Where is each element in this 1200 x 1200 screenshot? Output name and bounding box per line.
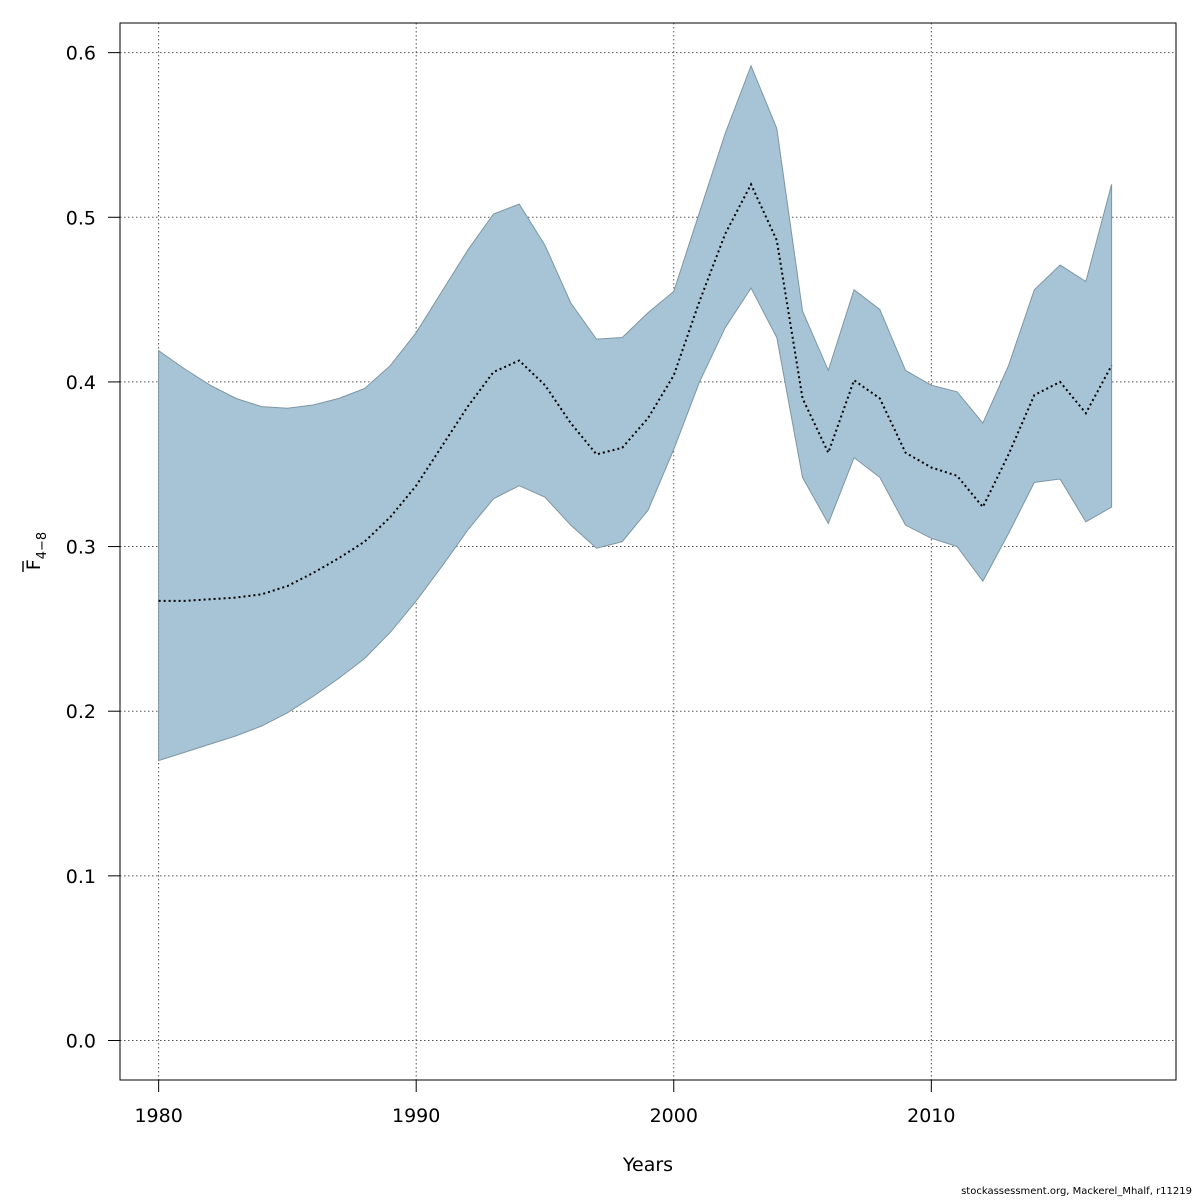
y-axis-title-text: F4−8 bbox=[23, 532, 50, 570]
y-axis-title-main: F bbox=[23, 559, 45, 570]
confidence-band bbox=[158, 64, 1113, 762]
x-tick-label-1980: 1980 bbox=[134, 1105, 182, 1127]
y-tick-label-1: 0.1 bbox=[66, 866, 96, 888]
y-tick-label-0: 0.0 bbox=[66, 1030, 96, 1052]
x-axis: 1980 1990 2000 2010 bbox=[134, 1079, 955, 1127]
y-tick-label-4: 0.4 bbox=[66, 372, 96, 394]
y-tick-label-6: 0.6 bbox=[66, 43, 96, 65]
x-tick-label-2000: 2000 bbox=[650, 1105, 698, 1127]
y-tick-label-2: 0.2 bbox=[66, 701, 96, 723]
x-tick-label-1990: 1990 bbox=[392, 1105, 440, 1127]
x-axis-title: Years bbox=[622, 1154, 673, 1176]
footer-note: stockassessment.org, Mackerel_Mhalf, r11… bbox=[961, 1186, 1192, 1197]
y-axis-title-subscript: 4−8 bbox=[35, 532, 50, 559]
y-axis: 0.0 0.1 0.2 0.3 0.4 0.5 0.6 bbox=[66, 43, 120, 1052]
x-tick-label-2010: 2010 bbox=[907, 1105, 955, 1127]
y-tick-label-3: 0.3 bbox=[66, 537, 96, 559]
y-axis-title: F4−8 bbox=[22, 532, 50, 572]
y-tick-label-5: 0.5 bbox=[66, 207, 96, 229]
